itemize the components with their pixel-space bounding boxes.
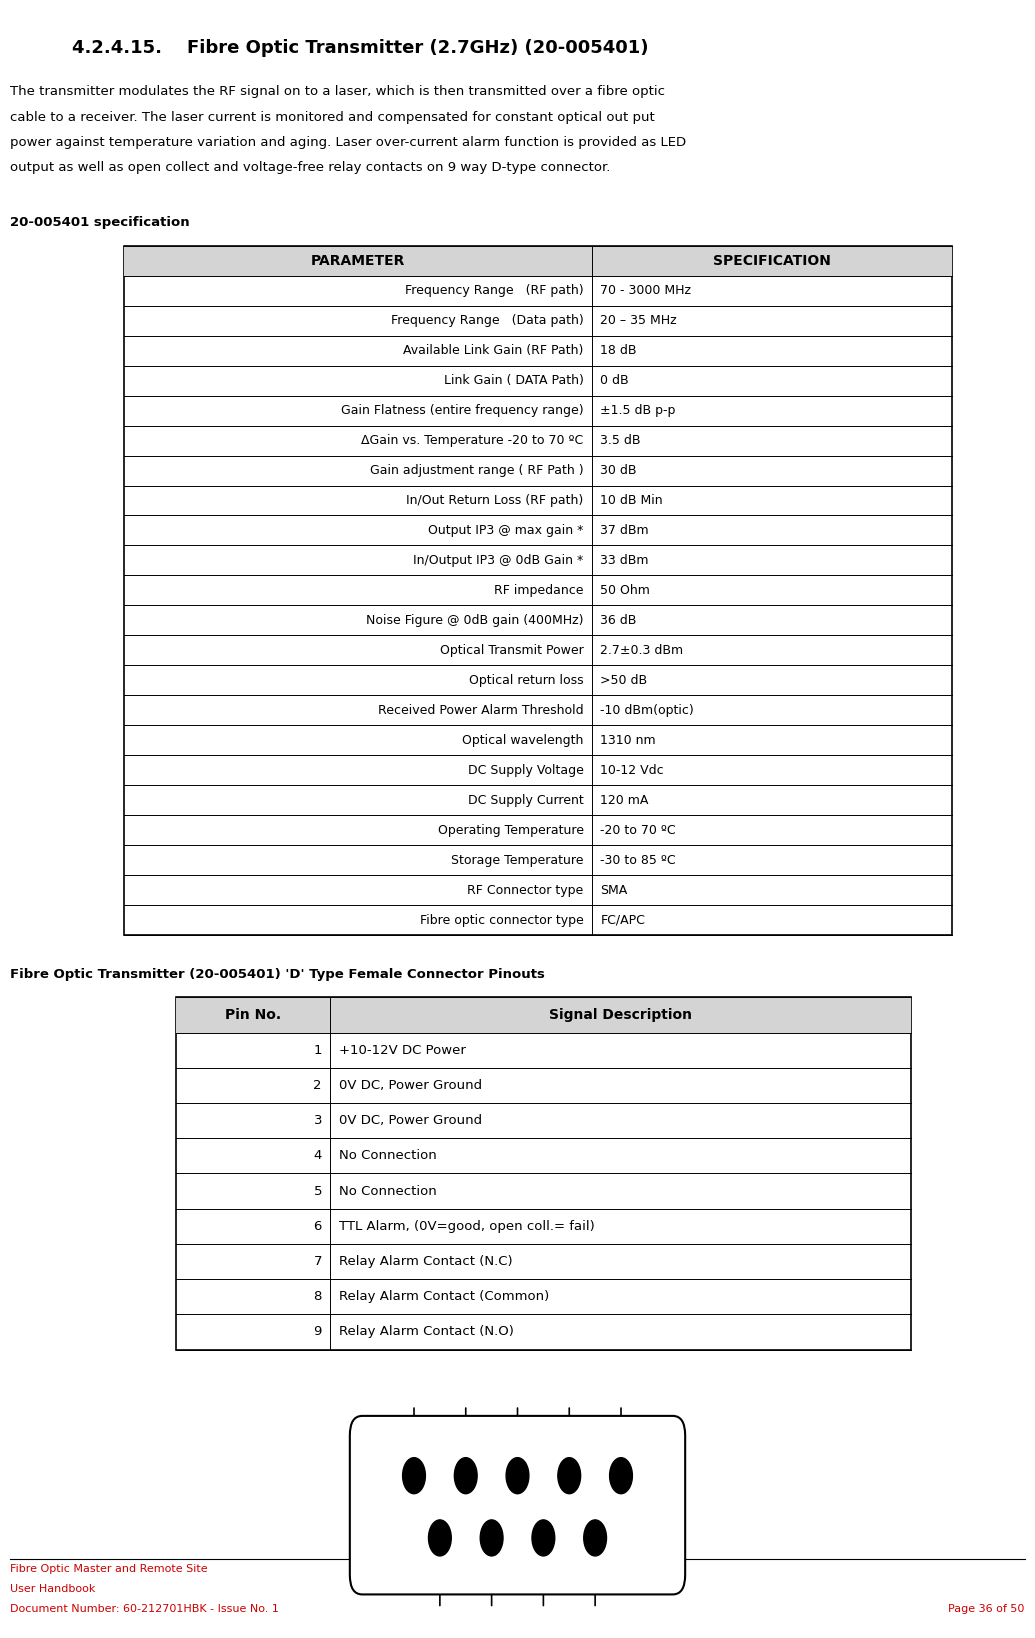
Circle shape [428,1520,451,1556]
Text: Gain Flatness (entire frequency range): Gain Flatness (entire frequency range) [342,405,584,418]
Text: 5: 5 [314,1184,322,1197]
Text: SPECIFICATION: SPECIFICATION [713,254,831,267]
Text: cable to a receiver. The laser current is monitored and compensated for constant: cable to a receiver. The laser current i… [10,111,655,123]
Text: 1310 nm: 1310 nm [600,734,656,747]
Text: DC Supply Voltage: DC Supply Voltage [468,763,584,776]
Text: 9: 9 [314,1325,322,1338]
Circle shape [584,1520,607,1556]
Text: Fibre optic connector type: Fibre optic connector type [420,914,584,927]
Text: Received Power Alarm Threshold: Received Power Alarm Threshold [378,704,584,717]
Text: 33 dBm: 33 dBm [600,554,649,567]
Text: >50 dB: >50 dB [600,673,648,686]
Text: SMA: SMA [600,883,627,896]
Text: 20 – 35 MHz: 20 – 35 MHz [600,314,677,328]
Bar [176,998,911,1350]
Text: Fibre Optic Master and Remote Site: Fibre Optic Master and Remote Site [10,1564,208,1574]
Text: 4.2.4.15.    Fibre Optic Transmitter (2.7GHz) (20-005401): 4.2.4.15. Fibre Optic Transmitter (2.7GH… [72,39,649,57]
Text: 2.7±0.3 dBm: 2.7±0.3 dBm [600,644,683,657]
Text: RF impedance: RF impedance [495,583,584,596]
Text: Pin No.: Pin No. [225,1007,282,1022]
Text: Relay Alarm Contact (Common): Relay Alarm Contact (Common) [338,1291,549,1304]
Text: 36 dB: 36 dB [600,614,637,627]
Circle shape [532,1520,555,1556]
Text: Relay Alarm Contact (N.O): Relay Alarm Contact (N.O) [338,1325,513,1338]
Text: power against temperature variation and aging. Laser over-current alarm function: power against temperature variation and … [10,136,686,149]
FancyBboxPatch shape [350,1415,685,1594]
Text: Signal Description: Signal Description [549,1007,692,1022]
Text: Relay Alarm Contact (N.C): Relay Alarm Contact (N.C) [338,1255,512,1268]
Text: User Handbook: User Handbook [10,1584,95,1594]
Text: 2: 2 [314,1079,322,1093]
Text: FC/APC: FC/APC [600,914,645,927]
Text: PARAMETER: PARAMETER [310,254,406,267]
Text: 37 dBm: 37 dBm [600,524,649,537]
Bar [176,998,911,1032]
Text: 7: 7 [314,1255,322,1268]
Text: 0V DC, Power Ground: 0V DC, Power Ground [338,1079,481,1093]
Text: +10-12V DC Power: +10-12V DC Power [338,1043,466,1057]
Text: No Connection: No Connection [338,1150,437,1163]
Text: 1: 1 [314,1043,322,1057]
Text: -10 dBm(optic): -10 dBm(optic) [600,704,694,717]
Circle shape [610,1458,632,1494]
Text: RF Connector type: RF Connector type [468,883,584,896]
Text: 0V DC, Power Ground: 0V DC, Power Ground [338,1114,481,1127]
Text: output as well as open collect and voltage-free relay contacts on 9 way D-type c: output as well as open collect and volta… [10,162,611,174]
Text: In/Output IP3 @ 0dB Gain *: In/Output IP3 @ 0dB Gain * [414,554,584,567]
Text: Available Link Gain (RF Path): Available Link Gain (RF Path) [404,344,584,357]
Text: In/Out Return Loss (RF path): In/Out Return Loss (RF path) [407,495,584,508]
Text: Optical wavelength: Optical wavelength [463,734,584,747]
Text: Fibre Optic Transmitter (20-005401) 'D' Type Female Connector Pinouts: Fibre Optic Transmitter (20-005401) 'D' … [10,968,545,981]
Circle shape [558,1458,581,1494]
Text: -20 to 70 ºC: -20 to 70 ºC [600,824,676,837]
Text: 3.5 dB: 3.5 dB [600,434,641,447]
Text: ΔGain vs. Temperature -20 to 70 ºC: ΔGain vs. Temperature -20 to 70 ºC [361,434,584,447]
Text: Document Number: 60-212701HBK - Issue No. 1: Document Number: 60-212701HBK - Issue No… [10,1604,279,1613]
Text: 70 - 3000 MHz: 70 - 3000 MHz [600,283,691,296]
Text: 50 Ohm: 50 Ohm [600,583,650,596]
Circle shape [506,1458,529,1494]
Text: -30 to 85 ºC: -30 to 85 ºC [600,853,676,867]
Text: Optical Transmit Power: Optical Transmit Power [440,644,584,657]
Text: 10 dB Min: 10 dB Min [600,495,663,508]
Text: Page 36 of 50: Page 36 of 50 [948,1604,1025,1613]
Text: 3: 3 [314,1114,322,1127]
Text: Gain adjustment range ( RF Path ): Gain adjustment range ( RF Path ) [371,464,584,477]
Text: 0 dB: 0 dB [600,373,629,387]
Bar [124,246,952,275]
Circle shape [454,1458,477,1494]
Text: 20-005401 specification: 20-005401 specification [10,216,190,229]
Text: Optical return loss: Optical return loss [469,673,584,686]
Text: Frequency Range   (Data path): Frequency Range (Data path) [391,314,584,328]
Text: ±1.5 dB p-p: ±1.5 dB p-p [600,405,676,418]
Bar [124,246,952,935]
Text: 6: 6 [314,1220,322,1233]
Text: Frequency Range   (RF path): Frequency Range (RF path) [405,283,584,296]
Circle shape [480,1520,503,1556]
Text: 10-12 Vdc: 10-12 Vdc [600,763,663,776]
Text: 4: 4 [314,1150,322,1163]
Text: Output IP3 @ max gain *: Output IP3 @ max gain * [428,524,584,537]
Text: Storage Temperature: Storage Temperature [451,853,584,867]
Text: No Connection: No Connection [338,1184,437,1197]
Text: Operating Temperature: Operating Temperature [438,824,584,837]
Text: DC Supply Current: DC Supply Current [468,794,584,808]
Text: 8: 8 [314,1291,322,1304]
Text: 18 dB: 18 dB [600,344,637,357]
Text: TTL Alarm, (0V=good, open coll.= fail): TTL Alarm, (0V=good, open coll.= fail) [338,1220,594,1233]
Text: The transmitter modulates the RF signal on to a laser, which is then transmitted: The transmitter modulates the RF signal … [10,85,666,98]
Text: 120 mA: 120 mA [600,794,649,808]
Text: Link Gain ( DATA Path): Link Gain ( DATA Path) [444,373,584,387]
Text: 30 dB: 30 dB [600,464,637,477]
Circle shape [403,1458,425,1494]
Text: Noise Figure @ 0dB gain (400MHz): Noise Figure @ 0dB gain (400MHz) [366,614,584,627]
